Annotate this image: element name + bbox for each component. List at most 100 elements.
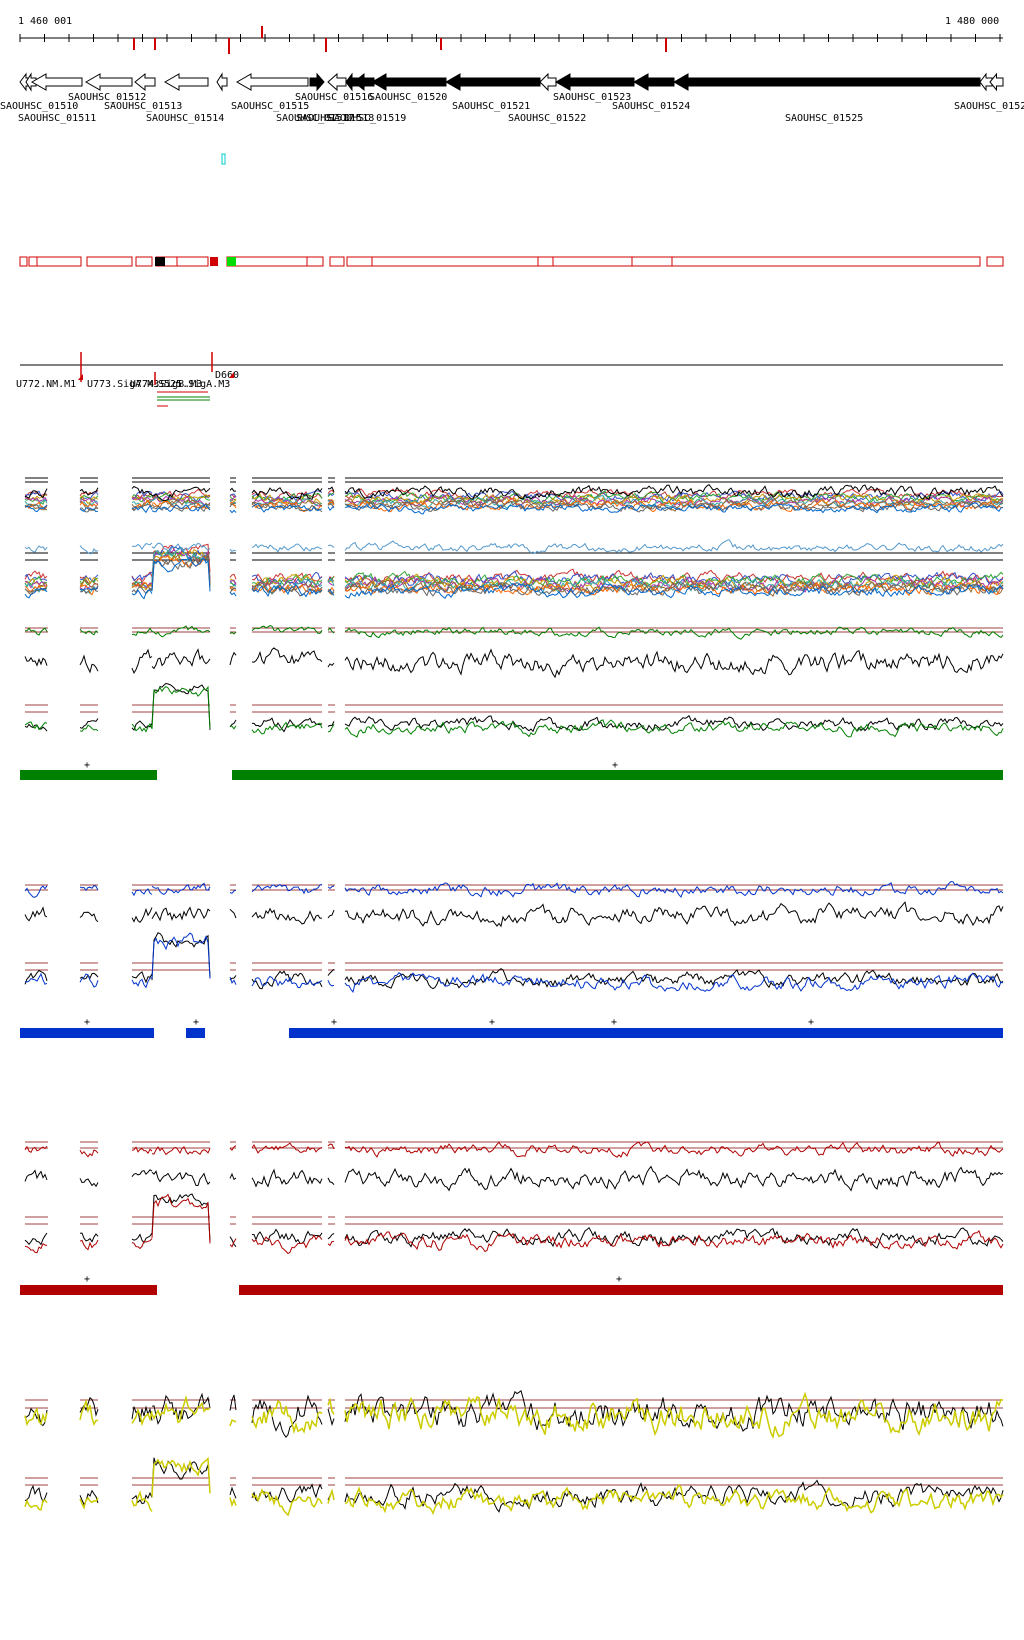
signal-trace <box>251 1228 323 1245</box>
signal-trace <box>344 1389 1004 1432</box>
signal-trace <box>79 494 99 501</box>
coordinate-ruler: 1 460 001 1 480 000 <box>18 16 1003 54</box>
signal-trace <box>24 1232 48 1246</box>
signal-trace <box>131 1146 153 1155</box>
gene-arrow <box>539 72 557 92</box>
signal-trace <box>25 627 48 636</box>
signal-trace <box>80 587 99 595</box>
signal-trace <box>327 909 335 919</box>
signal-trace <box>327 499 335 505</box>
signal-trace <box>151 682 211 730</box>
signal-trace <box>344 968 1004 990</box>
signal-trace <box>79 495 99 505</box>
annotation-label-u773: U773.SigA.M3 <box>87 379 159 390</box>
signal-trace <box>251 491 323 502</box>
gene-label: SAOUHSC_01522 <box>508 113 586 124</box>
signal-trace <box>251 573 323 591</box>
signal-trace <box>251 1168 323 1188</box>
signal-trace <box>151 556 211 592</box>
signal-trace <box>79 501 99 508</box>
signal-trace <box>131 499 153 508</box>
signal-trace <box>344 901 1004 928</box>
signal-trace <box>251 543 323 553</box>
signal-trace <box>327 579 335 586</box>
signal-trace <box>229 493 237 498</box>
signal-trace <box>24 1169 48 1182</box>
signal-trace <box>229 889 237 894</box>
signal-trace <box>131 1238 153 1250</box>
gene-arrow <box>554 73 635 91</box>
signal-trace <box>327 627 335 634</box>
strand-plus-label: + <box>612 760 618 771</box>
signal-trace <box>229 509 237 514</box>
signal-trace <box>251 721 323 735</box>
ruler-end-label: 1 480 000 <box>945 16 999 27</box>
signal-trace <box>327 1233 335 1240</box>
signal-trace <box>251 487 323 500</box>
signal-trace <box>151 882 211 895</box>
signal-trace <box>344 502 1004 515</box>
signal-trace <box>251 625 323 634</box>
signal-trace <box>131 1490 153 1512</box>
signal-trace <box>251 647 323 665</box>
signal-trace <box>251 582 323 594</box>
signal-trace <box>327 1240 335 1247</box>
signal-trace <box>327 724 335 733</box>
signal-trace <box>131 1405 153 1422</box>
segment-box <box>346 256 373 267</box>
signal-trace <box>24 1406 48 1427</box>
signal-panels <box>24 477 1004 1517</box>
signal-trace <box>328 499 335 502</box>
signal-trace <box>229 631 237 635</box>
gene-label: SAOUHSC_01521 <box>452 101 530 112</box>
signal-trace <box>251 502 323 513</box>
signal-trace <box>251 1142 323 1154</box>
signal-trace <box>251 1399 323 1435</box>
annotation-marks <box>78 352 234 407</box>
gene-arrow <box>672 73 981 91</box>
signal-trace <box>251 1488 323 1517</box>
signal-trace <box>131 722 153 733</box>
signal-trace <box>79 1496 99 1510</box>
signal-trace <box>79 507 99 513</box>
ruler-feature-marks <box>133 26 667 54</box>
signal-trace <box>24 587 48 599</box>
signal-trace <box>151 1193 211 1244</box>
signal-trace <box>79 1396 99 1417</box>
signal-trace <box>229 579 237 585</box>
signal-trace <box>79 885 99 892</box>
signal-trace <box>79 1232 99 1243</box>
gene-label: SAOUHSC_01513 <box>104 101 182 112</box>
segment-track <box>19 256 1004 267</box>
signal-trace <box>131 971 153 984</box>
strand-bar <box>20 770 157 780</box>
segment-box <box>86 256 133 267</box>
segment-box <box>19 256 28 267</box>
gene-arrow <box>444 73 541 91</box>
signal-trace <box>344 484 1004 500</box>
signal-trace <box>24 490 48 496</box>
strand-bar <box>186 1028 205 1038</box>
signal-trace <box>229 1172 237 1181</box>
signal-trace <box>79 1239 99 1251</box>
signal-trace <box>327 1408 335 1427</box>
signal-trace <box>251 1234 323 1255</box>
signal-trace <box>344 582 1004 600</box>
signal-trace <box>24 972 48 985</box>
strand-plus-label: + <box>616 1274 622 1285</box>
segment-box <box>36 256 82 267</box>
ruler-ticks <box>19 34 1001 42</box>
signal-trace <box>151 486 211 502</box>
signal-trace <box>344 493 1004 507</box>
gene-label: SAOUHSC_01524 <box>612 101 690 112</box>
signal-trace <box>131 485 153 496</box>
segment-box <box>28 256 38 267</box>
signal-trace <box>79 718 99 729</box>
signal-trace <box>79 1489 99 1506</box>
signal-trace <box>327 1143 335 1150</box>
signal-trace <box>229 1486 237 1499</box>
signal-trace <box>24 969 48 985</box>
signal-trace <box>24 545 48 553</box>
strand-plus-label: + <box>193 1017 199 1028</box>
signal-trace <box>327 980 335 987</box>
